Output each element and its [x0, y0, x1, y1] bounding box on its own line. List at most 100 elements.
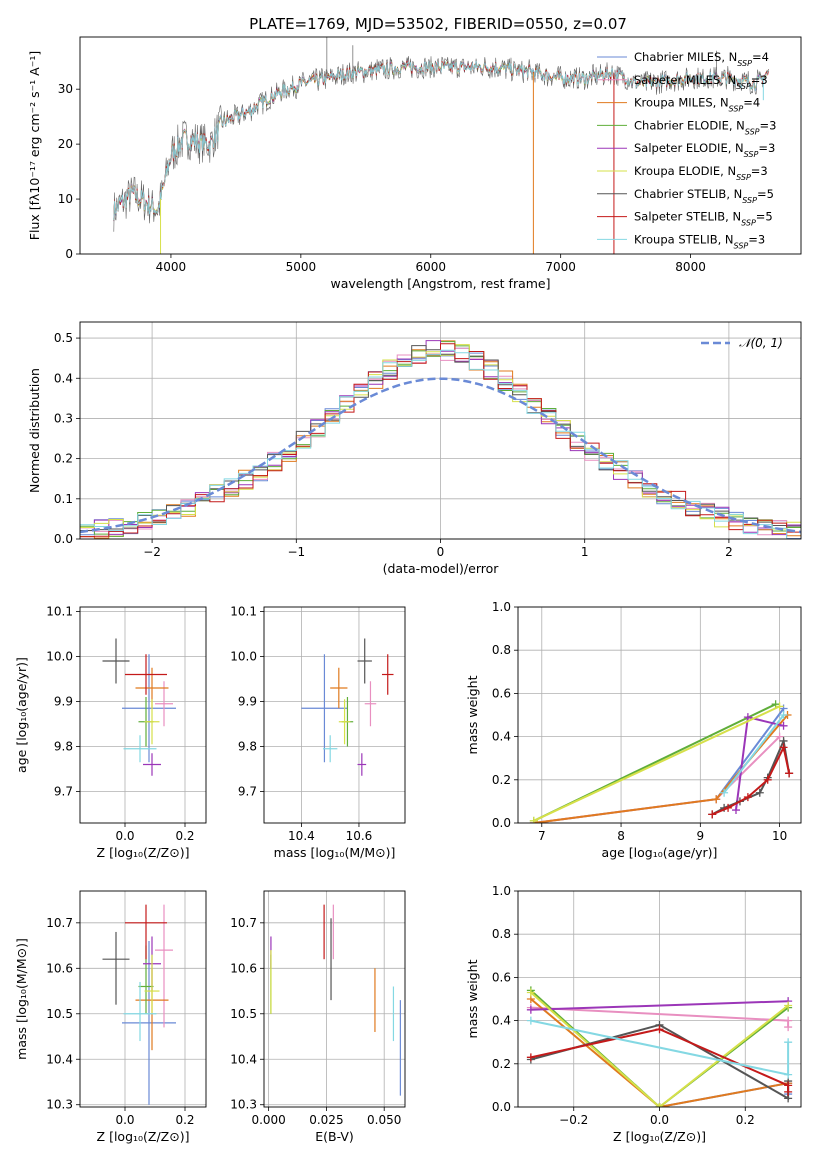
age_vs_mass-frame	[263, 606, 406, 824]
mass_vs_Z-xlabel: Z [log₁₀(Z/Z⊙)]	[97, 1129, 190, 1144]
mass_vs_EBV-ytick-label: 10.5	[230, 1007, 257, 1021]
age_vs_Z-ylabel: age [log₁₀(age/yr)]	[14, 657, 29, 773]
massweight_vs_Z-ylabel: mass weight	[465, 959, 480, 1038]
massweight_vs_Z-marker-kroupa_stelib	[526, 1016, 535, 1025]
massweight_vs_Z-xlabel: Z [log₁₀(Z/Z⊙)]	[613, 1129, 706, 1144]
spectrum-xtick-label: 8000	[675, 260, 706, 274]
massweight_vs_age-panel: 7 8 9 10 0.0 0.2 0.4 0.6 0.8 1.0 age [log₁₀(age/yr…	[465, 600, 802, 860]
residuals-xtick-label: −2	[143, 545, 161, 559]
mass_vs_EBV-xtick-label: 0.050	[367, 1113, 401, 1127]
residuals-ytick-label: 0.3	[54, 411, 73, 425]
massweight_vs_age-ytick-label: 0.6	[492, 686, 511, 700]
massweight_vs_age-marker-salpeter_stelib	[785, 769, 794, 778]
spectrum-legend: Chabrier MILES, NSSP=4 Salpeter MILES, NS…	[597, 50, 776, 250]
massweight_vs_age-line-salpeter_stelib	[711, 744, 791, 816]
mass_vs_EBV-ytick-label: 10.6	[230, 961, 257, 975]
mass_vs_Z-frame	[79, 890, 207, 1108]
massweight_vs_age-marker-salpeter_elodie	[779, 721, 788, 730]
legend-label: Salpeter MILES, NSSP=3	[634, 73, 768, 91]
age_vs_mass-ytick-label: 9.7	[238, 785, 257, 799]
massweight_vs_Z-line-salpeter_elodie	[530, 1000, 789, 1011]
massweight_vs_age-marker-salpeter_stelib	[708, 810, 717, 819]
massweight_vs_age-xlabel: age [log₁₀(age/yr)]	[602, 845, 718, 860]
massweight_vs_Z-ytick-label: 0.4	[492, 1014, 511, 1028]
massweight_vs_Z-marker-kroupa_elodie	[784, 1001, 793, 1010]
spectrum-xtick-label: 7000	[545, 260, 576, 274]
mass_vs_EBV-ytick-label: 10.4	[230, 1052, 257, 1066]
massweight_vs_age-marker-kroupa_stelib	[779, 711, 788, 719]
legend-label: Chabrier STELIB, NSSP=5	[634, 187, 774, 205]
mass_vs_EBV-plot-area	[270, 904, 401, 1096]
mass_vs_EBV-xtick-label: 0.000	[251, 1113, 285, 1127]
massweight_vs_age-ytick-label: 1.0	[492, 600, 511, 614]
massweight_vs_age-line-kroupa_stelib	[723, 714, 785, 794]
spectrum-ytick-label: 10	[58, 192, 73, 206]
normal-curve	[80, 377, 801, 534]
age_vs_mass-xtick-label: 10.6	[346, 829, 373, 843]
massweight_vs_age-marker-salpeter_stelib	[743, 793, 752, 802]
residuals-xtick-label: −1	[287, 545, 305, 559]
massweight_vs_age-xtick-label: 10	[772, 829, 787, 843]
age_vs_Z-plot-area	[102, 638, 176, 776]
mass_vs_Z-plot-area	[102, 904, 176, 1105]
mass_vs_Z-ytick-label: 10.5	[46, 1007, 73, 1021]
massweight_vs_Z-xtick-label: 0.2	[736, 1113, 755, 1127]
massweight_vs_age-marker-chabrier_stelib	[755, 788, 764, 797]
residuals-ytick-label: 0.1	[54, 492, 73, 506]
massweight_vs_Z-marker-kroupa_stelib	[784, 1038, 793, 1047]
massweight_vs_age-xtick-label: 8	[617, 829, 625, 843]
massweight_vs_Z-plot-area	[526, 986, 793, 1107]
residuals-xtick-label: 1	[581, 545, 589, 559]
massweight_vs_Z-ytick-label: 0.8	[492, 927, 511, 941]
age_vs_Z-ytick-label: 10.1	[46, 605, 73, 619]
massweight_vs_age-marker-salpeter_miles	[775, 732, 784, 741]
mass_vs_Z-ytick-label: 10.4	[46, 1052, 73, 1066]
residuals-xlabel: (data-model)/error	[383, 561, 500, 576]
mass_vs_EBV-ytick-label: 10.7	[230, 916, 257, 930]
spectrum-frame	[79, 36, 802, 255]
massweight_vs_age-marker-kroupa_stelib	[720, 788, 729, 797]
age_vs_mass-ytick-label: 9.8	[238, 740, 257, 754]
age_vs_mass-plot-area	[301, 638, 394, 776]
residuals-ytick-label: 0.5	[54, 331, 73, 345]
massweight_vs_age-frame	[517, 606, 802, 824]
massweight_vs_Z-ytick-label: 1.0	[492, 884, 511, 898]
mass_vs_Z-panel: 0.0 0.2 10.3 10.4 10.5 10.6 10.7 Z [log₁₀(Z/Z⊙)…	[14, 890, 207, 1144]
massweight_vs_Z-line-kroupa_miles	[530, 998, 789, 1107]
age_vs_Z-xtick-label: 0.2	[175, 829, 194, 843]
spectrum-xtick-label: 6000	[415, 260, 446, 274]
age_vs_Z-grid	[80, 607, 206, 823]
mass_vs_EBV-xlabel: E(B-V)	[315, 1129, 354, 1144]
legend-label: Kroupa MILES, NSSP=4	[634, 96, 760, 114]
age_vs_Z-ytick-label: 9.9	[54, 695, 73, 709]
spectrum-line-kroupa_stelib	[113, 60, 769, 220]
spectrum-ytick-label: 30	[58, 82, 73, 96]
massweight_vs_age-xtick-label: 7	[538, 829, 546, 843]
spectrum-xtick-label: 4000	[156, 260, 187, 274]
spectrum-xtick-label: 5000	[286, 260, 317, 274]
massweight_vs_Z-ytick-label: 0.2	[492, 1057, 511, 1071]
mass_vs_EBV-grid	[264, 891, 405, 1107]
massweight_vs_age-ytick-label: 0.4	[492, 730, 511, 744]
massweight_vs_age-line-kroupa_elodie	[533, 705, 781, 822]
massweight_vs_Z-marker-salpeter_stelib	[526, 1053, 535, 1062]
residuals-ytick-label: 0.2	[54, 452, 73, 466]
residuals-ytick-label: 0.4	[54, 371, 73, 385]
mass_vs_Z-ytick-label: 10.6	[46, 961, 73, 975]
massweight_vs_age-marker-kroupa_elodie	[775, 702, 784, 711]
massweight_vs_age-ytick-label: 0.8	[492, 643, 511, 657]
mass_vs_Z-ytick-label: 10.7	[46, 916, 73, 930]
massweight_vs_age-ytick-label: 0.0	[492, 816, 511, 830]
age_vs_Z-ytick-label: 9.7	[54, 785, 73, 799]
massweight_vs_Z-ytick-label: 0.0	[492, 1100, 511, 1114]
massweight_vs_age-line-kroupa_miles	[533, 714, 789, 823]
mass_vs_Z-ytick-label: 10.3	[46, 1098, 73, 1112]
legend-label: Salpeter STELIB, NSSP=5	[634, 210, 773, 228]
legend-label: Chabrier MILES, NSSP=4	[634, 50, 769, 68]
age_vs_mass-grid	[264, 607, 405, 823]
residuals-frame	[79, 321, 802, 540]
massweight_vs_age-marker-salpeter_elodie	[743, 713, 752, 722]
age_vs_Z-ytick-label: 9.8	[54, 740, 73, 754]
spectrum-ytick-label: 0	[65, 247, 73, 261]
